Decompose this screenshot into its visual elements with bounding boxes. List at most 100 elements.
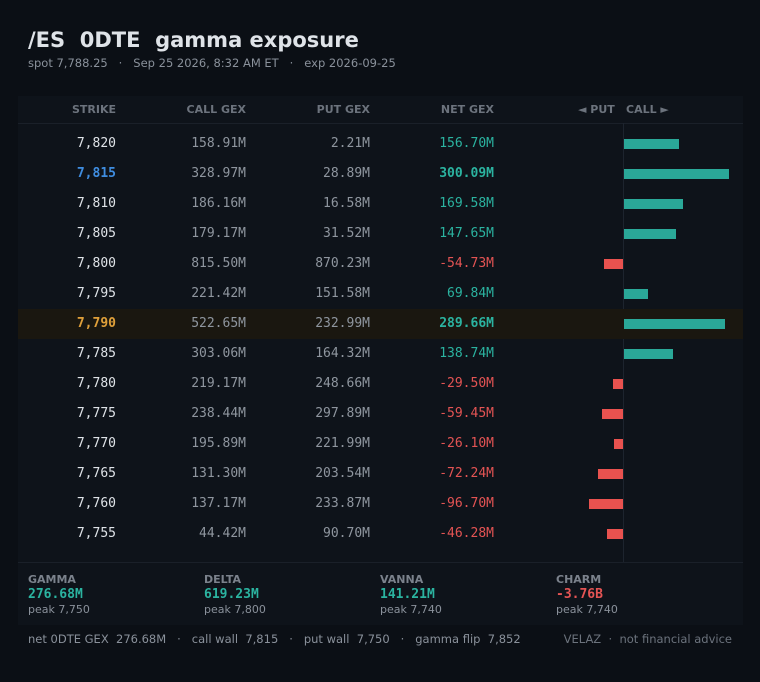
stat-value: 141.21M	[380, 587, 435, 602]
table-header: STRIKE CALL GEX PUT GEX NET GEX ◄ PUT CA…	[18, 96, 743, 124]
net-gex-cell: 147.65M	[439, 226, 494, 241]
net-gex-cell: -29.50M	[439, 376, 494, 391]
put-gex-cell: 248.66M	[315, 376, 370, 391]
net-gex-cell: 156.70M	[439, 136, 494, 151]
net-gex-cell: -59.45M	[439, 406, 494, 421]
stat-value: 276.68M	[28, 587, 83, 602]
net-gex-cell: 300.09M	[439, 166, 494, 181]
stat-charm: CHARM -3.76B peak 7,740	[556, 573, 726, 616]
net-gex-bar	[606, 529, 623, 539]
bar-zero-line	[623, 123, 624, 562]
strike-cell: 7,815	[76, 166, 116, 181]
call-gex-cell: 303.06M	[191, 346, 246, 361]
table-row: 7,815 328.97M 28.89M 300.09M	[18, 159, 743, 189]
table-row: 7,805 179.17M 31.52M 147.65M	[18, 219, 743, 249]
put-gex-cell: 233.87M	[315, 496, 370, 511]
table-row: 7,820 158.91M 2.21M 156.70M	[18, 129, 743, 159]
stat-peak: peak 7,750	[28, 603, 90, 616]
table-row: 7,790 522.65M 232.99M 289.66M	[18, 309, 743, 339]
put-gex-cell: 297.89M	[315, 406, 370, 421]
put-gex-cell: 232.99M	[315, 316, 370, 331]
net-gex-cell: -26.10M	[439, 436, 494, 451]
put-gex-cell: 2.21M	[330, 136, 370, 151]
header-put-gex: PUT GEX	[316, 103, 370, 116]
table-row: 7,775 238.44M 297.89M -59.45M	[18, 399, 743, 429]
table-row: 7,795 221.42M 151.58M 69.84M	[18, 279, 743, 309]
table-row: 7,770 195.89M 221.99M -26.10M	[18, 429, 743, 459]
net-gex-bar	[624, 169, 729, 179]
page-subtitle: spot 7,788.25 · Sep 25 2026, 8:32 AM ET …	[28, 56, 396, 70]
net-gex-bar	[589, 499, 623, 509]
header-put-side: ◄ PUT	[578, 103, 615, 116]
stat-value: 619.23M	[204, 587, 259, 602]
strike-cell: 7,805	[76, 226, 116, 241]
page-title: /ES 0DTE gamma exposure	[28, 28, 359, 52]
strike-cell: 7,800	[76, 256, 116, 271]
strike-cell: 7,755	[76, 526, 116, 541]
put-gex-cell: 31.52M	[323, 226, 370, 241]
stat-label: VANNA	[380, 573, 424, 586]
net-gex-cell: 138.74M	[439, 346, 494, 361]
call-gex-cell: 221.42M	[191, 286, 246, 301]
header-call-gex: CALL GEX	[186, 103, 246, 116]
gex-table-panel: STRIKE CALL GEX PUT GEX NET GEX ◄ PUT CA…	[18, 96, 743, 562]
net-gex-bar	[624, 349, 673, 359]
net-gex-cell: -54.73M	[439, 256, 494, 271]
strike-cell: 7,765	[76, 466, 116, 481]
net-gex-cell: -72.24M	[439, 466, 494, 481]
put-gex-cell: 221.99M	[315, 436, 370, 451]
call-gex-cell: 195.89M	[191, 436, 246, 451]
call-gex-cell: 328.97M	[191, 166, 246, 181]
call-gex-cell: 186.16M	[191, 196, 246, 211]
put-gex-cell: 151.58M	[315, 286, 370, 301]
stat-peak: peak 7,800	[204, 603, 266, 616]
strike-cell: 7,790	[76, 316, 116, 331]
call-gex-cell: 522.65M	[191, 316, 246, 331]
footer-summary: net 0DTE GEX 276.68M · call wall 7,815 ·…	[28, 632, 521, 646]
call-gex-cell: 179.17M	[191, 226, 246, 241]
table-row: 7,780 219.17M 248.66M -29.50M	[18, 369, 743, 399]
strike-cell: 7,780	[76, 376, 116, 391]
table-row: 7,810 186.16M 16.58M 169.58M	[18, 189, 743, 219]
stat-value: -3.76B	[556, 587, 603, 602]
net-gex-cell: 69.84M	[447, 286, 494, 301]
call-gex-cell: 137.17M	[191, 496, 246, 511]
table-row: 7,760 137.17M 233.87M -96.70M	[18, 489, 743, 519]
net-gex-bar	[624, 139, 679, 149]
table-row: 7,800 815.50M 870.23M -54.73M	[18, 249, 743, 279]
greeks-summary: GAMMA 276.68M peak 7,750 DELTA 619.23M peak 7…	[18, 562, 743, 625]
net-gex-cell: 289.66M	[439, 316, 494, 331]
stat-label: GAMMA	[28, 573, 76, 586]
call-gex-cell: 238.44M	[191, 406, 246, 421]
put-gex-cell: 28.89M	[323, 166, 370, 181]
call-gex-cell: 219.17M	[191, 376, 246, 391]
put-gex-cell: 90.70M	[323, 526, 370, 541]
header-strike: STRIKE	[71, 103, 116, 116]
footer-brand: VELAZ · not financial advice	[563, 632, 732, 646]
strike-cell: 7,775	[76, 406, 116, 421]
net-gex-bar	[624, 199, 684, 209]
net-gex-cell: -46.28M	[439, 526, 494, 541]
call-gex-cell: 44.42M	[199, 526, 246, 541]
stat-label: DELTA	[204, 573, 241, 586]
table-row: 7,755 44.42M 90.70M -46.28M	[18, 519, 743, 549]
stat-vanna: VANNA 141.21M peak 7,740	[380, 573, 550, 616]
net-gex-cell: 169.58M	[439, 196, 494, 211]
table-row: 7,785 303.06M 164.32M 138.74M	[18, 339, 743, 369]
net-gex-bar	[624, 319, 726, 329]
net-gex-cell: -96.70M	[439, 496, 494, 511]
net-gex-bar	[612, 379, 623, 389]
put-gex-cell: 164.32M	[315, 346, 370, 361]
strike-cell: 7,810	[76, 196, 116, 211]
put-gex-cell: 16.58M	[323, 196, 370, 211]
call-gex-cell: 815.50M	[191, 256, 246, 271]
stat-gamma: GAMMA 276.68M peak 7,750	[28, 573, 198, 616]
strike-cell: 7,785	[76, 346, 116, 361]
stat-label: CHARM	[556, 573, 602, 586]
header-net-gex: NET GEX	[440, 103, 494, 116]
stat-peak: peak 7,740	[556, 603, 618, 616]
net-gex-bar	[624, 289, 649, 299]
strike-cell: 7,820	[76, 136, 116, 151]
net-gex-bar	[602, 409, 623, 419]
